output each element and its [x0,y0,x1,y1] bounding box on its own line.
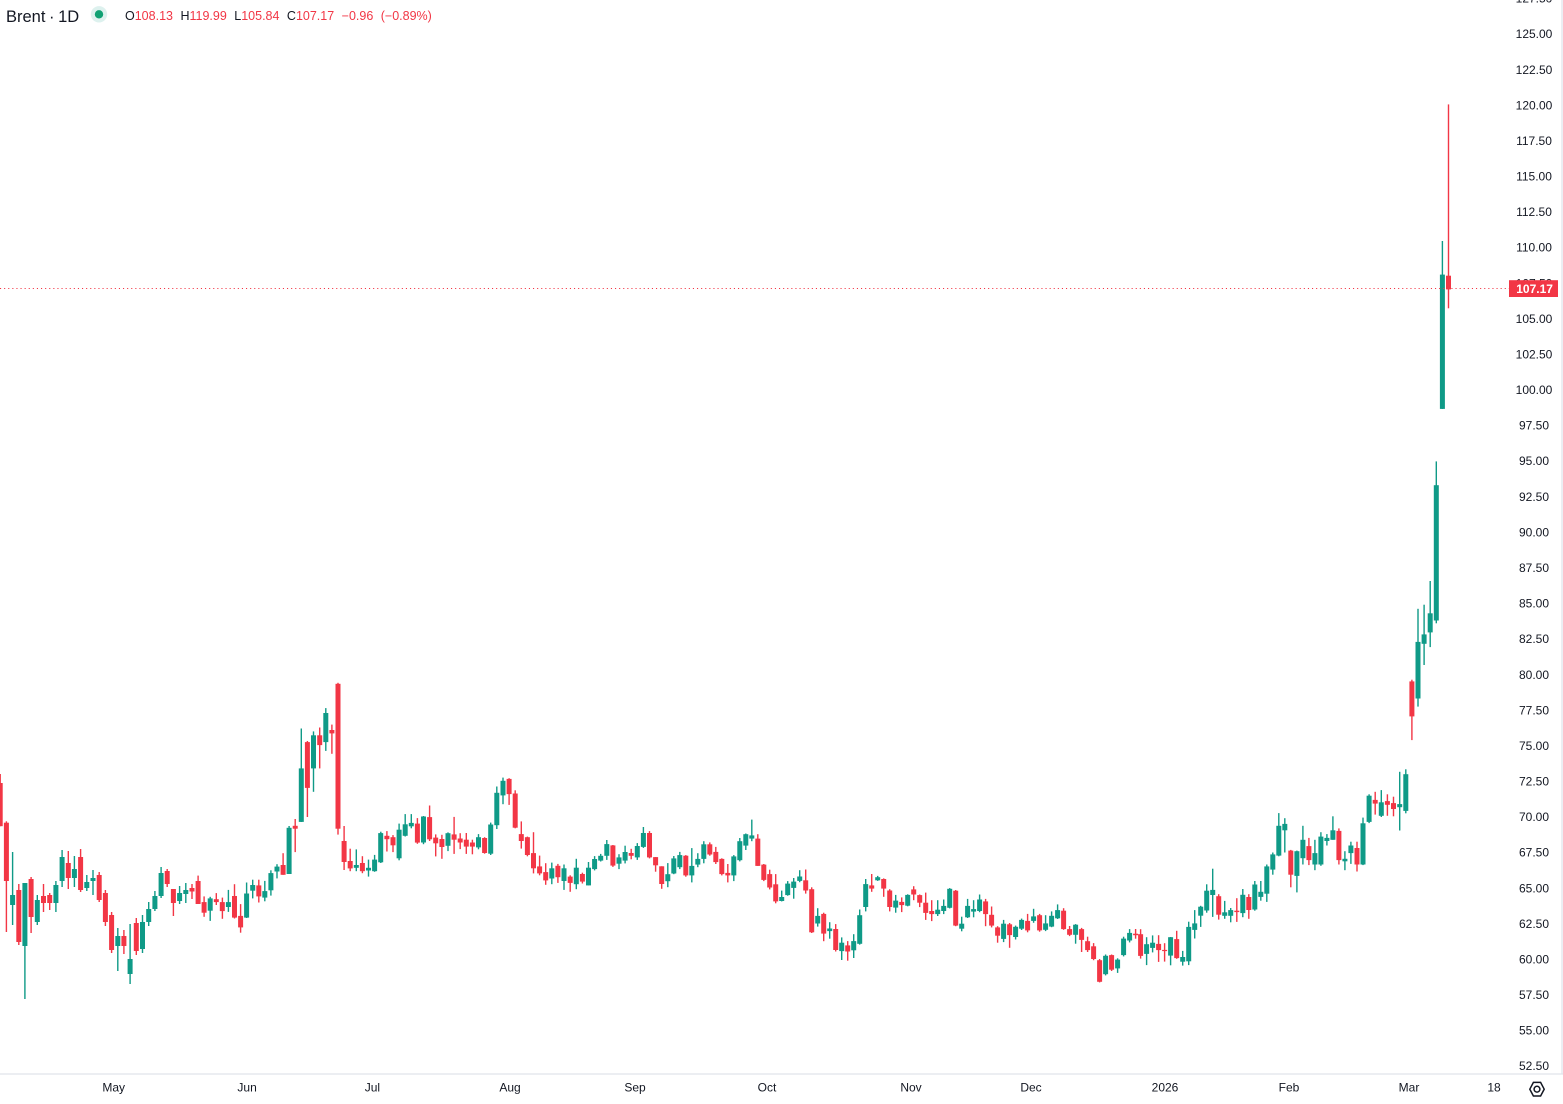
svg-text:127.50: 127.50 [1516,0,1553,6]
svg-text:120.00: 120.00 [1516,98,1553,112]
svg-text:55.00: 55.00 [1519,1024,1549,1038]
svg-text:100.00: 100.00 [1516,383,1553,397]
svg-text:67.50: 67.50 [1519,846,1549,860]
svg-text:60.00: 60.00 [1519,952,1549,966]
svg-text:105.00: 105.00 [1516,312,1553,326]
svg-text:62.50: 62.50 [1519,917,1549,931]
svg-text:52.50: 52.50 [1519,1059,1549,1073]
svg-text:77.50: 77.50 [1519,703,1549,717]
svg-text:92.50: 92.50 [1519,490,1549,504]
svg-text:122.50: 122.50 [1516,63,1553,77]
svg-text:Nov: Nov [900,1081,921,1095]
svg-text:May: May [102,1081,125,1095]
svg-text:82.50: 82.50 [1519,632,1549,646]
svg-text:Sep: Sep [624,1081,646,1095]
svg-text:2026: 2026 [1152,1081,1179,1095]
svg-text:72.50: 72.50 [1519,775,1549,789]
svg-text:115.00: 115.00 [1516,170,1552,184]
svg-text:75.00: 75.00 [1519,739,1549,753]
svg-text:Feb: Feb [1279,1081,1300,1095]
svg-text:Brent · 1D: Brent · 1D [6,8,79,26]
svg-text:117.50: 117.50 [1516,134,1552,148]
svg-text:95.00: 95.00 [1519,454,1549,468]
svg-text:Jun: Jun [237,1081,256,1095]
svg-text:102.50: 102.50 [1516,348,1553,362]
svg-text:125.00: 125.00 [1516,27,1553,41]
svg-text:Jul: Jul [365,1081,380,1095]
svg-text:57.50: 57.50 [1519,988,1549,1002]
svg-text:112.50: 112.50 [1516,205,1552,219]
svg-text:Dec: Dec [1020,1081,1041,1095]
svg-text:65.00: 65.00 [1519,881,1549,895]
svg-text:Oct: Oct [758,1081,777,1095]
svg-text:110.00: 110.00 [1516,241,1552,255]
svg-text:18: 18 [1487,1081,1501,1095]
svg-text:70.00: 70.00 [1519,810,1549,824]
svg-text:Aug: Aug [499,1081,520,1095]
svg-text:85.00: 85.00 [1519,597,1549,611]
svg-text:80.00: 80.00 [1519,668,1549,682]
svg-text:O108.13 H119.99 L105.84 C107.1: O108.13 H119.99 L105.84 C107.17 −0.96 (−… [125,9,432,23]
svg-text:97.50: 97.50 [1519,419,1549,433]
svg-text:87.50: 87.50 [1519,561,1549,575]
svg-text:107.17: 107.17 [1516,282,1553,296]
svg-text:Mar: Mar [1399,1081,1420,1095]
svg-text:90.00: 90.00 [1519,525,1549,539]
